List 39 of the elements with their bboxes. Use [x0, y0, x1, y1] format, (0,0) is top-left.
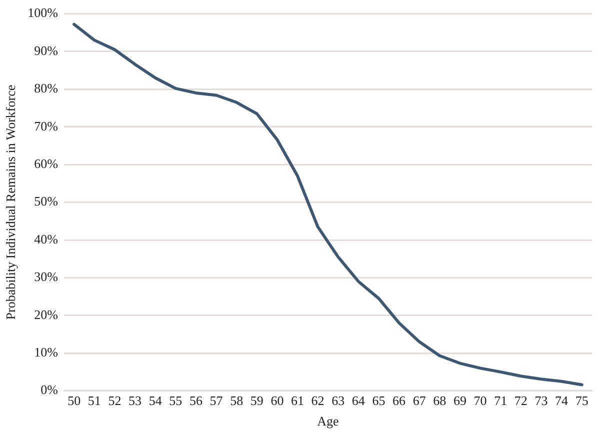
- y-tick-label: 20%: [34, 306, 58, 322]
- x-tick-label: 69: [453, 393, 466, 408]
- x-tick-label: 67: [412, 393, 426, 408]
- y-tick-label: 10%: [34, 344, 58, 360]
- x-tick-label: 65: [372, 393, 386, 408]
- y-tick-label: 80%: [34, 80, 58, 96]
- y-tick-label: 70%: [34, 118, 58, 134]
- x-tick-label: 60: [270, 393, 284, 408]
- x-tick-label: 64: [352, 393, 366, 408]
- x-axis-title: Age: [317, 414, 340, 429]
- x-tick-label: 59: [250, 393, 264, 408]
- x-tick-label: 75: [575, 393, 588, 408]
- x-tick-label: 56: [189, 393, 203, 408]
- x-tick-label: 51: [88, 393, 101, 408]
- y-tick-label: 50%: [34, 194, 58, 209]
- y-tick-label: 30%: [34, 269, 58, 284]
- x-tick-label: 58: [230, 393, 244, 408]
- x-tick-label: 61: [291, 393, 304, 408]
- y-tick-label: 60%: [34, 156, 58, 172]
- x-tick-label: 72: [514, 393, 528, 408]
- x-tick-label: 62: [311, 393, 324, 408]
- x-tick-label: 57: [210, 393, 224, 408]
- x-tick-label: 54: [148, 393, 162, 408]
- y-tick-label: 90%: [34, 42, 58, 58]
- x-tick-label: 70: [474, 393, 487, 408]
- x-tick-label: 52: [108, 393, 122, 408]
- y-axis-title: Probability Individual Remains in Workforce: [3, 84, 18, 320]
- x-tick-label: 68: [433, 393, 446, 408]
- x-tick-label: 71: [494, 393, 508, 408]
- x-tick-label: 53: [128, 393, 142, 408]
- x-tick-label: 74: [555, 393, 569, 408]
- y-tick-label: 100%: [28, 5, 58, 20]
- x-tick-label: 55: [169, 393, 182, 408]
- y-tick-label: 40%: [34, 231, 58, 246]
- x-tick-label: 73: [534, 393, 548, 408]
- x-tick-label: 63: [332, 393, 345, 408]
- x-tick-label: 50: [68, 393, 81, 408]
- y-tick-label: 0%: [40, 382, 58, 398]
- x-tick-label: 66: [392, 393, 406, 408]
